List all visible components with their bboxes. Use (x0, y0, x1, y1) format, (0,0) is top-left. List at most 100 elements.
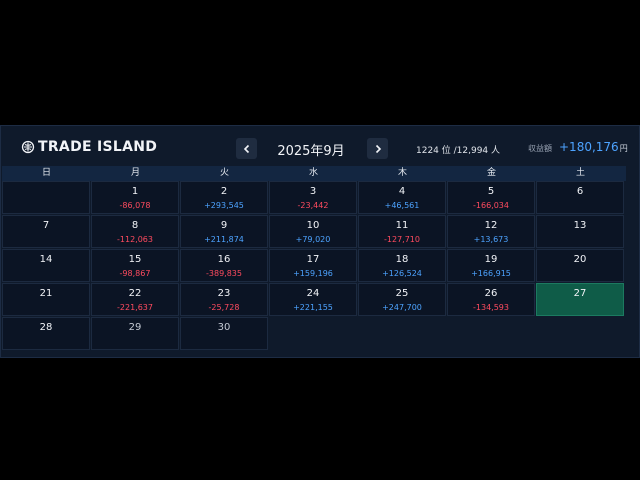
day-cell[interactable]: 19 +166,915 (447, 249, 535, 282)
rank-text: 1224 位 /12,994 人 (416, 146, 501, 156)
day-profit-loss: -389,835 (206, 269, 242, 278)
weekday-sun: 日 (41, 168, 51, 178)
day-number: 28 (39, 322, 53, 333)
day-cell[interactable]: 7 (2, 215, 90, 248)
day-cell[interactable]: 6 (536, 181, 624, 214)
weekday-sat: 土 (575, 168, 585, 178)
chevron-right-icon (375, 144, 381, 153)
day-number: 22 (128, 288, 142, 299)
day-number: 16 (217, 254, 231, 265)
day-number: 17 (306, 254, 320, 265)
day-cell[interactable]: 2 +293,545 (180, 181, 268, 214)
day-number: 8 (131, 220, 139, 231)
day-profit-loss: -23,442 (297, 201, 329, 210)
day-cell[interactable]: 27 (536, 283, 624, 316)
day-cell[interactable]: 8 -112,063 (91, 215, 179, 248)
current-month: 2025年9月 (277, 144, 345, 159)
day-cell[interactable]: 15 -98,867 (91, 249, 179, 282)
calendar-header: TRADE ISLAND 2025年9月 1224 位 /12,994 人 収益… (1, 126, 639, 166)
weekday-thu: 木 (397, 168, 407, 178)
weekday-mon: 月 (130, 168, 140, 178)
day-cell[interactable]: 28 (2, 317, 90, 350)
day-profit-loss: -98,867 (119, 269, 151, 278)
day-profit-loss: +126,524 (382, 269, 422, 278)
day-number: 18 (395, 254, 409, 265)
day-profit-loss: -25,728 (208, 303, 240, 312)
day-profit-loss: +159,196 (293, 269, 333, 278)
day-number: 23 (217, 288, 231, 299)
day-profit-loss: -166,034 (473, 201, 509, 210)
day-cell[interactable]: 11 -127,710 (358, 215, 446, 248)
day-number: 4 (398, 186, 406, 197)
day-cell[interactable]: 26 -134,593 (447, 283, 535, 316)
day-number: 10 (306, 220, 320, 231)
prev-month-button[interactable] (236, 138, 257, 159)
day-number: 29 (128, 322, 142, 333)
weekday-fri: 金 (486, 168, 496, 178)
day-cell[interactable]: 12 +13,673 (447, 215, 535, 248)
day-number: 26 (484, 288, 498, 299)
day-cell[interactable]: 20 (536, 249, 624, 282)
day-number: 21 (39, 288, 53, 299)
day-cell[interactable]: 29 (91, 317, 179, 350)
day-cell[interactable]: 21 (2, 283, 90, 316)
logo: TRADE ISLAND (21, 139, 157, 155)
day-profit-loss: +13,673 (473, 235, 509, 244)
day-number: 30 (217, 322, 231, 333)
day-number: 3 (309, 186, 317, 197)
day-cell[interactable]: 9 +211,874 (180, 215, 268, 248)
day-number: 15 (128, 254, 142, 265)
day-number: 7 (42, 220, 50, 231)
day-cell[interactable]: 5 -166,034 (447, 181, 535, 214)
day-cell[interactable]: 13 (536, 215, 624, 248)
day-number: 14 (39, 254, 53, 265)
day-number: 24 (306, 288, 320, 299)
day-profit-loss: +211,874 (204, 235, 244, 244)
weekday-tue: 火 (219, 168, 229, 178)
calendar-panel: TRADE ISLAND 2025年9月 1224 位 /12,994 人 収益… (0, 125, 640, 358)
day-cell[interactable]: 23 -25,728 (180, 283, 268, 316)
day-profit-loss: +166,915 (471, 269, 511, 278)
day-cell[interactable]: 30 (180, 317, 268, 350)
day-cell[interactable]: 1 -86,078 (91, 181, 179, 214)
island-logo-icon (21, 140, 35, 154)
day-cell[interactable]: 25 +247,700 (358, 283, 446, 316)
day-cell[interactable]: 16 -389,835 (180, 249, 268, 282)
day-profit-loss: -127,710 (384, 235, 420, 244)
day-cell[interactable]: 14 (2, 249, 90, 282)
day-profit-loss: +46,561 (384, 201, 420, 210)
day-number: 1 (131, 186, 139, 197)
day-number: 20 (573, 254, 587, 265)
day-number: 12 (484, 220, 498, 231)
earnings-label: 収益額 (528, 144, 552, 153)
day-cell[interactable]: 18 +126,524 (358, 249, 446, 282)
day-number: 9 (220, 220, 228, 231)
weekday-header: 日 月 火 水 木 金 土 (2, 166, 626, 307)
day-number: 6 (576, 186, 584, 197)
earnings-unit: 円 (619, 144, 628, 153)
day-profit-loss: +247,700 (382, 303, 422, 312)
day-cell[interactable]: 10 +79,020 (269, 215, 357, 248)
day-number: 2 (220, 186, 228, 197)
next-month-button[interactable] (367, 138, 388, 159)
day-profit-loss: -134,593 (473, 303, 509, 312)
day-cell[interactable]: 4 +46,561 (358, 181, 446, 214)
day-profit-loss: +221,155 (293, 303, 333, 312)
weekday-wed: 水 (308, 168, 318, 178)
earnings-value: +180,176円 (559, 140, 628, 154)
day-number: 19 (484, 254, 498, 265)
day-number: 5 (487, 186, 495, 197)
day-profit-loss: +79,020 (295, 235, 331, 244)
chevron-left-icon (243, 144, 249, 153)
day-cell[interactable]: 22 -221,637 (91, 283, 179, 316)
day-number: 25 (395, 288, 409, 299)
day-cell[interactable]: 17 +159,196 (269, 249, 357, 282)
empty-day-cell (2, 181, 90, 214)
day-profit-loss: +293,545 (204, 201, 244, 210)
day-cell[interactable]: 24 +221,155 (269, 283, 357, 316)
day-number: 11 (395, 220, 409, 231)
earnings-amount: +180,176 (559, 140, 619, 154)
day-profit-loss: -112,063 (117, 235, 153, 244)
day-cell[interactable]: 3 -23,442 (269, 181, 357, 214)
day-number: 27 (573, 288, 587, 299)
